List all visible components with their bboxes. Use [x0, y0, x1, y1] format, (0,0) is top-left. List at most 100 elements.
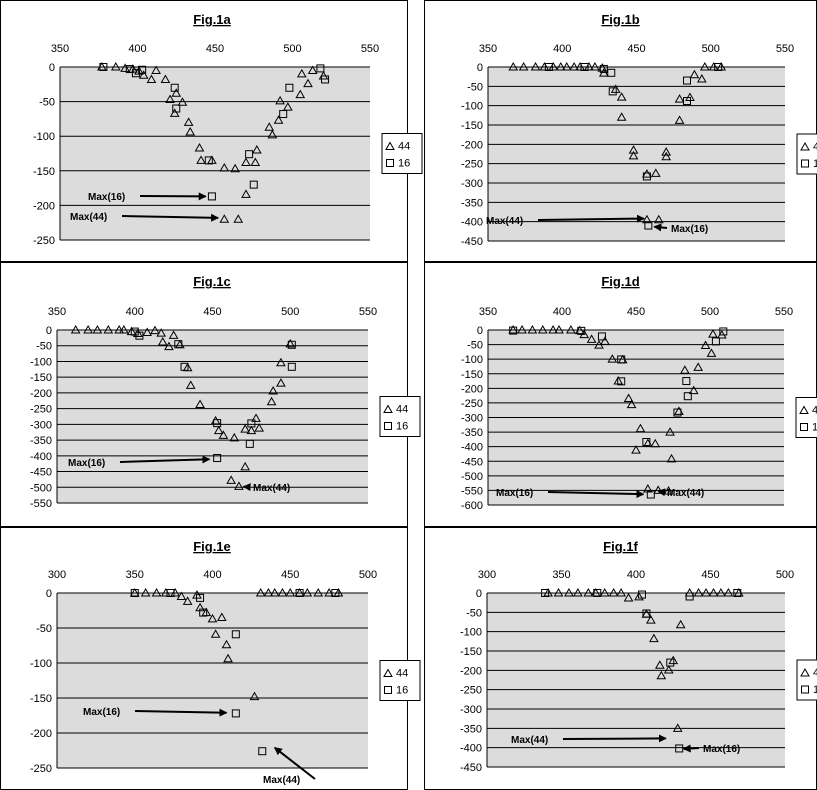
data-point-44: [277, 587, 288, 597]
data-point-44: [554, 324, 564, 334]
data-point-16: [249, 180, 258, 189]
data-point-44: [264, 122, 275, 131]
y-tick-label: -50: [39, 97, 55, 109]
data-point-44: [628, 150, 639, 160]
data-point-44: [616, 112, 627, 121]
y-tick-label: -600: [461, 500, 483, 512]
y-tick-label: -150: [461, 120, 483, 132]
data-point-44: [599, 587, 610, 597]
x-tick-label: 350: [51, 43, 69, 55]
data-point-44: [674, 115, 685, 124]
data-point-44: [537, 324, 548, 334]
x-tick-label: 300: [478, 569, 496, 581]
data-point-44: [649, 633, 659, 643]
data-point-44: [119, 324, 129, 334]
legend-marker-triangle: [383, 404, 393, 413]
data-point-44: [613, 376, 624, 385]
y-tick-label: -150: [460, 646, 482, 658]
data-point-44: [696, 73, 707, 83]
data-point-44: [268, 386, 279, 395]
data-point-16: [509, 326, 518, 335]
y-tick-label: -50: [36, 341, 52, 353]
legend-marker-square: [801, 685, 809, 694]
y-tick-label: -450: [461, 456, 483, 468]
data-point-44: [302, 587, 313, 597]
data-point-44: [564, 587, 574, 597]
data-point-16: [608, 87, 617, 96]
data-point-44: [674, 94, 685, 103]
data-point-16: [130, 327, 139, 336]
data-point-44: [723, 587, 734, 597]
data-point-16: [138, 65, 147, 74]
data-point-16: [544, 63, 553, 71]
data-point-16: [642, 438, 651, 446]
legend-label-16: 16: [813, 684, 817, 696]
y-tick-label: -250: [30, 763, 52, 775]
data-point-44: [555, 61, 566, 71]
data-point-16: [170, 83, 179, 92]
chart-4: Fig.1d 0 -50 -100 -150 -200 -250 -300 -350 -400 -4…: [461, 274, 817, 512]
data-point-44: [566, 324, 576, 334]
data-point-16: [682, 377, 691, 386]
series-16: [130, 589, 340, 756]
legend-marker-square: [384, 422, 392, 430]
plot-area: [57, 593, 368, 768]
data-point-44: [666, 453, 677, 463]
data-point-44: [654, 660, 665, 669]
data-point-44: [285, 587, 296, 597]
x-tick-label: 400: [203, 569, 221, 581]
data-point-16: [682, 97, 691, 106]
legend-label-44: 44: [396, 404, 408, 416]
data-point-16: [258, 747, 267, 756]
data-point-16: [295, 589, 304, 597]
annotation-arrow: [134, 708, 228, 717]
data-point-44: [623, 393, 634, 403]
data-point-16: [196, 593, 205, 602]
data-point-16: [683, 392, 692, 401]
x-tick-label: 350: [552, 569, 570, 581]
annotation-label: Max(44): [511, 735, 548, 746]
data-point-16: [99, 63, 108, 71]
data-point-44: [229, 432, 240, 442]
x-tick-label: 350: [479, 43, 497, 55]
data-point-16: [644, 221, 653, 230]
data-point-44: [607, 354, 618, 363]
x-tick-label: 500: [283, 43, 301, 55]
annotation-label: Max(16): [68, 458, 105, 469]
data-point-44: [573, 587, 583, 597]
data-point-44: [608, 587, 619, 597]
data-point-44: [165, 94, 175, 104]
x-tick-label: 450: [627, 306, 645, 318]
data-point-44: [168, 330, 179, 339]
legend-label-44: 44: [813, 667, 817, 679]
data-point-44: [650, 438, 661, 448]
y-tick-label: -350: [460, 723, 482, 735]
x-tick-label: 350: [126, 569, 144, 581]
data-point-44: [276, 357, 286, 367]
data-point-44: [623, 593, 634, 602]
x-tick-label: 400: [553, 306, 571, 318]
data-point-44: [195, 399, 205, 409]
data-point-44: [586, 334, 597, 343]
y-tick-label: -500: [30, 482, 52, 494]
data-point-44: [219, 214, 230, 223]
y-tick-label: -450: [461, 236, 483, 248]
series-16: [99, 63, 330, 201]
data-point-16: [207, 192, 216, 201]
y-tick-label: -250: [33, 235, 55, 247]
legend-marker-triangle: [800, 141, 810, 151]
data-point-44: [176, 591, 187, 600]
data-point-44: [182, 596, 193, 605]
data-point-16: [577, 326, 586, 335]
data-point-44: [689, 69, 700, 79]
y-tick-label: -500: [461, 471, 483, 483]
x-tick-label: 350: [479, 306, 497, 318]
y-tick-label: -250: [461, 159, 483, 171]
data-point-16: [673, 408, 682, 417]
y-tick-label: 0: [49, 62, 55, 74]
y-tick-label: -250: [461, 398, 483, 410]
data-point-44: [185, 127, 196, 136]
x-tick-label: 500: [701, 306, 719, 318]
data-point-44: [708, 587, 719, 597]
annotation-label: Max(16): [703, 744, 740, 755]
